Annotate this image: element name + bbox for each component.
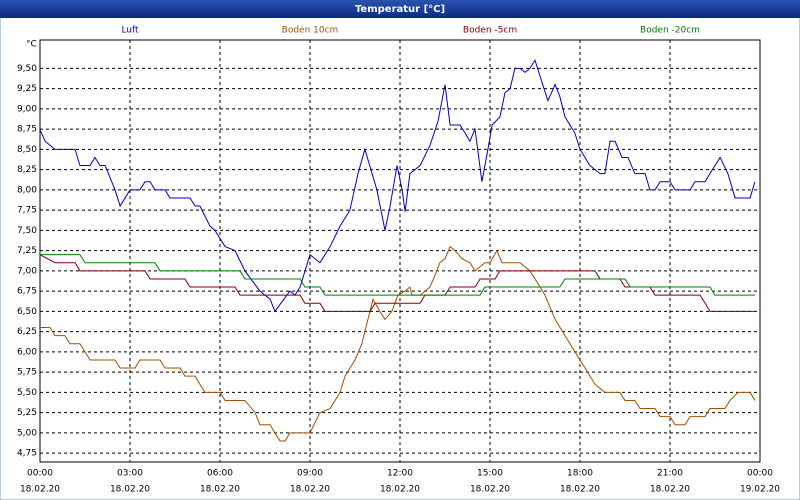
y-tick-label: 6,50 (17, 307, 37, 317)
y-tick-label: 8,25 (17, 165, 37, 175)
chart-title: Temperatur [°C] (355, 4, 445, 15)
x-tick-date: 18.02.20 (290, 485, 330, 495)
y-tick-label: 9,00 (17, 104, 37, 114)
y-tick-label: 7,00 (17, 266, 37, 276)
legend-entry: Boden -5cm (463, 26, 517, 36)
y-tick-label: 6,75 (17, 287, 37, 297)
y-tick-label: 6,00 (17, 347, 37, 357)
legend-entry: Boden 10cm (282, 26, 339, 36)
y-tick-label: 8,00 (17, 185, 37, 195)
y-tick-label: 6,25 (17, 327, 37, 337)
y-tick-label: 8,50 (17, 145, 37, 155)
y-tick-label: 9,25 (17, 84, 37, 94)
y-tick-label: 7,75 (17, 206, 37, 216)
y-tick-label: 7,50 (17, 226, 37, 236)
y-tick-label: 4,75 (17, 449, 37, 459)
series-line (40, 245, 756, 442)
y-tick-label: 8,75 (17, 125, 37, 135)
x-tick-date: 18.02.20 (650, 485, 690, 495)
title-bar (0, 0, 800, 18)
series-line (39, 59, 756, 313)
x-tick-date: 18.02.20 (470, 485, 510, 495)
x-tick-date: 19.02.20 (740, 485, 780, 495)
x-tick-label: 00:00 (27, 469, 53, 479)
y-tick-label: 7,25 (17, 246, 37, 256)
x-tick-label: 00:00 (747, 469, 773, 479)
x-tick-label: 06:00 (207, 469, 233, 479)
x-tick-label: 18:00 (567, 469, 593, 479)
x-tick-date: 18.02.20 (20, 485, 60, 495)
y-unit: °C (26, 40, 37, 50)
x-tick-label: 15:00 (477, 469, 503, 479)
x-tick-date: 18.02.20 (200, 485, 240, 495)
series-line (40, 254, 755, 296)
y-tick-label: 5,25 (17, 408, 37, 418)
legend-entry: Boden -20cm (640, 26, 700, 36)
y-tick-label: 5,75 (17, 368, 37, 378)
y-tick-label: 9,50 (17, 64, 37, 74)
x-tick-label: 09:00 (297, 469, 323, 479)
legend-entry: Luft (121, 26, 139, 36)
x-tick-date: 18.02.20 (110, 485, 150, 495)
x-tick-date: 18.02.20 (560, 485, 600, 495)
y-tick-label: 5,50 (17, 388, 37, 398)
x-tick-label: 12:00 (387, 469, 413, 479)
x-tick-label: 03:00 (117, 469, 143, 479)
x-tick-date: 18.02.20 (380, 485, 420, 495)
y-tick-label: 5,00 (17, 428, 37, 438)
x-tick-label: 21:00 (657, 469, 683, 479)
